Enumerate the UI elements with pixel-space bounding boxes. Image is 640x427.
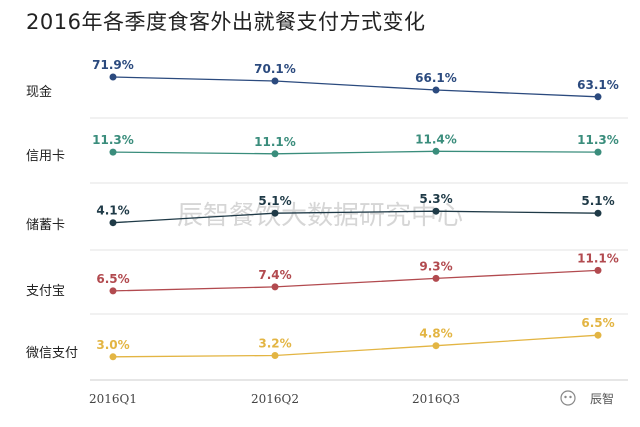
data-point [594,148,602,156]
series-label: 储蓄卡 [26,218,65,233]
data-point [271,352,279,359]
x-tick-label: 2016Q3 [412,392,460,406]
data-point [432,147,440,155]
data-point [271,150,279,158]
data-point [594,209,602,217]
data-point [109,353,117,361]
x-tick-label: 2016Q2 [251,392,299,406]
data-point [432,274,440,282]
data-point [432,86,440,94]
wechat-logo-eye-icon [569,395,572,399]
data-label: 11.1% [577,251,619,265]
series-line [112,269,599,292]
data-label: 11.3% [577,133,619,147]
data-label: 5.3% [419,192,452,206]
data-label: 3.0% [96,338,129,352]
data-label: 4.8% [419,327,452,341]
series-line [112,210,599,224]
data-point [271,209,279,217]
data-point [271,283,279,291]
data-point [109,287,117,295]
series-line [112,76,599,98]
data-label: 6.5% [581,316,614,330]
data-point [594,331,602,339]
data-label: 11.1% [254,135,296,149]
data-point [271,77,279,85]
logo-text: 辰智 [590,391,614,406]
data-point [432,342,440,350]
data-label: 11.4% [415,132,457,146]
series-label: 信用卡 [26,149,65,164]
data-label: 5.1% [258,194,291,208]
x-tick-label: 2016Q1 [89,392,137,406]
data-label: 6.5% [96,272,129,286]
data-point [109,148,117,156]
data-point [109,73,117,81]
data-label: 4.1% [96,204,129,218]
series-line [112,334,599,358]
data-point [432,207,440,215]
chart-title: 2016年各季度食客外出就餐支付方式变化 [26,10,426,34]
data-point [594,93,602,101]
wechat-logo-eye-icon [564,395,567,399]
series-label: 现金 [26,84,52,100]
data-point [594,266,602,274]
data-label: 70.1% [254,62,296,76]
data-label: 71.9% [92,58,134,72]
wechat-logo-icon [560,390,576,406]
data-label: 63.1% [577,78,619,92]
data-label: 7.4% [258,268,291,282]
data-label: 11.3% [92,133,134,147]
series-line [112,150,599,155]
series-label: 支付宝 [26,284,65,299]
data-label: 5.1% [581,194,614,208]
series-label: 微信支付 [26,346,78,361]
data-label: 3.2% [258,337,291,351]
data-label: 66.1% [415,71,457,85]
data-label: 9.3% [419,259,452,273]
data-point [109,219,117,227]
